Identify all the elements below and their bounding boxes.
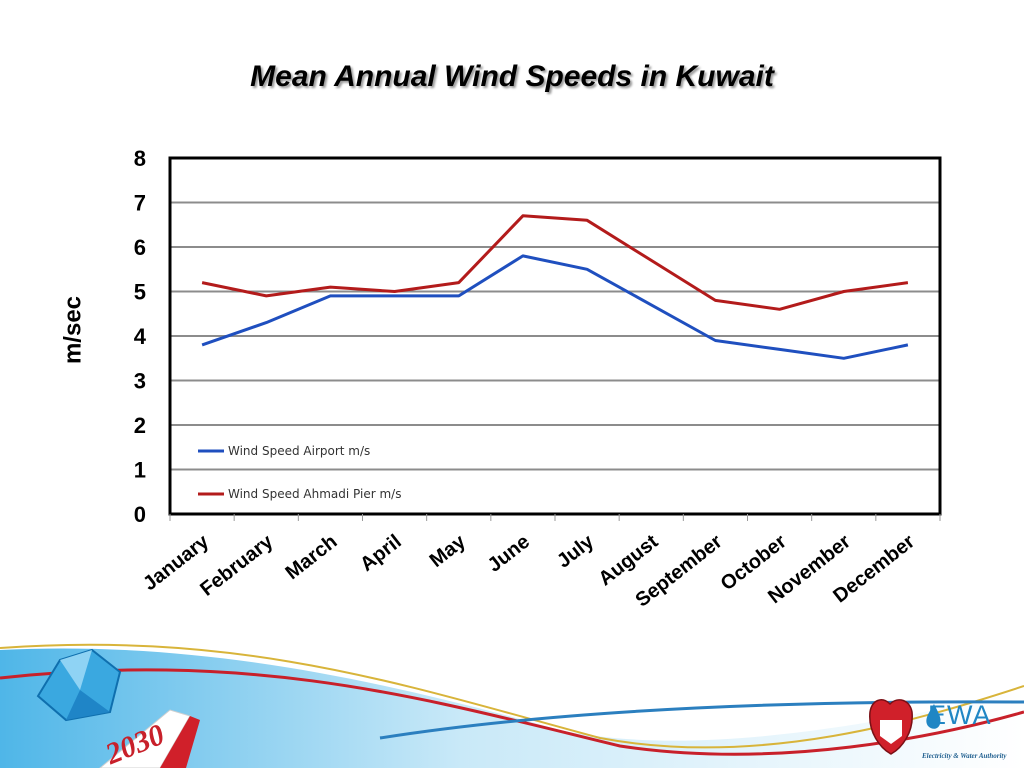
grid-lines [170,201,940,471]
y-tick-label: 3 [134,369,146,394]
x-tick-label: February [196,530,278,601]
org-subtitle: Electricity & Water Authority [922,752,1007,760]
x-tick-label: May [426,530,471,572]
y-tick-label: 5 [134,280,146,305]
y-axis-label: m/sec [59,296,86,364]
legend-label-1: Wind Speed Airport m/s [228,444,370,458]
org-logo-text: EWA [928,700,992,730]
y-tick-label: 2 [134,413,146,438]
x-tick-label: June [484,531,534,577]
y-tick-label: 0 [134,502,146,527]
y-tick-label: 1 [134,458,146,483]
y-tick-label: 7 [134,191,146,216]
slide-title: Mean Annual Wind Speeds in Kuwait [250,60,774,93]
series-line-1 [201,254,909,360]
y-axis-ticks: 0 1 2 3 4 5 6 7 8 [134,146,147,527]
legend-label-2: Wind Speed Ahmadi Pier m/s [228,487,401,501]
flag-ribbon [99,709,200,768]
y-tick-label: 6 [134,235,146,260]
series-line-2 [201,214,909,311]
bahrain-crest-icon [869,699,913,755]
legend: Wind Speed Airport m/s Wind Speed Ahmadi … [198,444,401,501]
x-tick-label: July [553,530,599,573]
series-lines [201,214,909,360]
footer-banner: 2030 [0,643,1024,768]
y-tick-label: 4 [134,324,147,349]
y-tick-label: 8 [134,146,146,171]
wave-background [0,648,1024,768]
x-tick-label: April [356,531,405,576]
red-wave [0,668,1024,756]
water-drop-icon [926,704,941,729]
crystal-emblem [36,648,122,722]
x-tick-label: March [282,531,342,585]
